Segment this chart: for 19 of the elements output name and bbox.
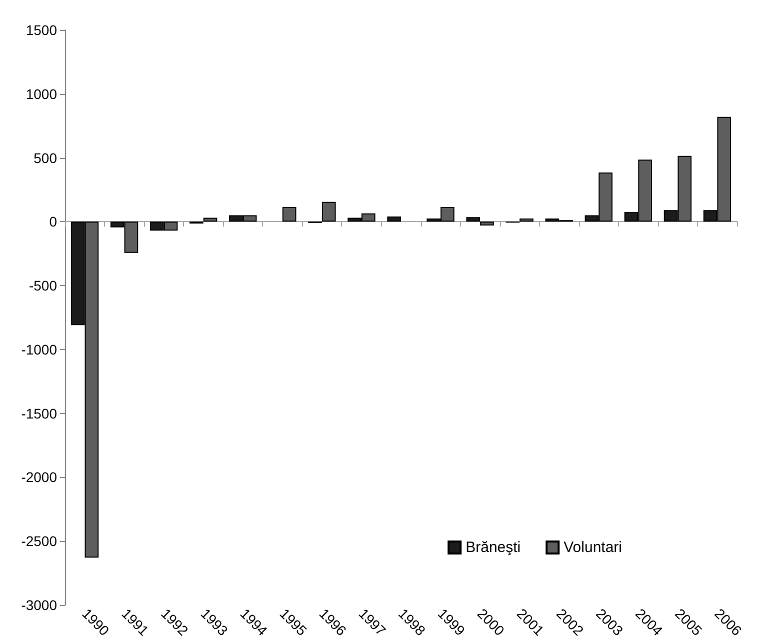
bar xyxy=(480,222,494,226)
y-tick-label: 1000 xyxy=(26,86,58,102)
y-tick-label: -1500 xyxy=(21,405,58,422)
bar xyxy=(282,206,296,222)
y-tick-label: -2000 xyxy=(21,469,58,486)
bar xyxy=(520,218,534,222)
y-tick-label: -500 xyxy=(28,278,58,294)
bar xyxy=(322,202,336,222)
y-tick-label: -2500 xyxy=(21,533,58,550)
bar xyxy=(387,216,401,222)
y-tick-label: -1000 xyxy=(21,341,58,358)
bar xyxy=(466,217,480,222)
y-tick-label: -3000 xyxy=(21,596,58,613)
y-tick-label: 500 xyxy=(34,150,58,166)
bar xyxy=(203,218,218,222)
y-tick-label: 0 xyxy=(49,214,58,230)
legend-label: Brăneşti xyxy=(466,539,521,556)
y-tick-label: 1500 xyxy=(26,22,58,38)
legend-label: Voluntari xyxy=(564,539,622,556)
